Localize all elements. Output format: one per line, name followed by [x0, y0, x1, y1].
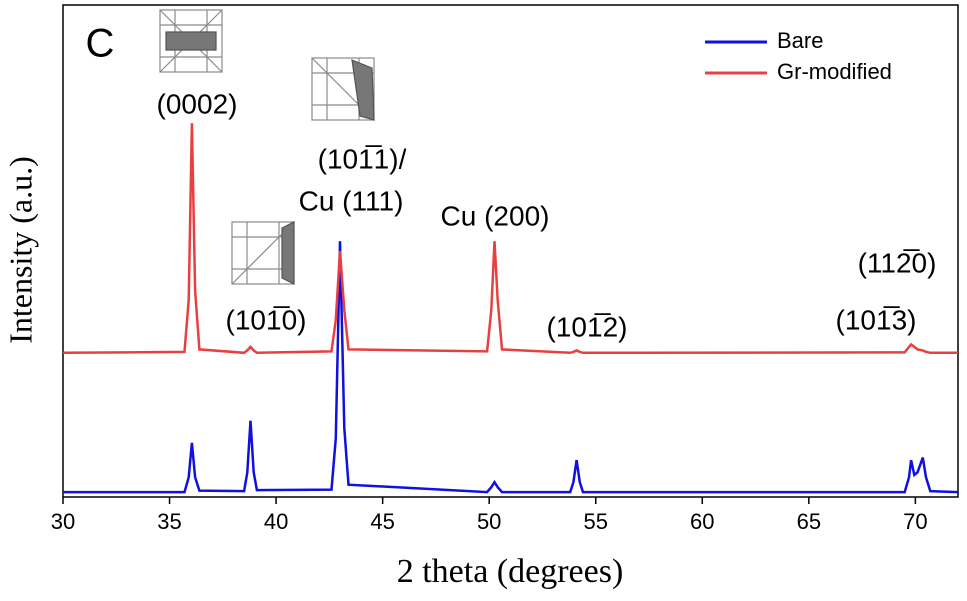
y-axis-title: Intensity (a.u.) — [2, 156, 38, 344]
crystal-icon — [311, 57, 375, 121]
peak-label: (101̅1)/ — [318, 143, 407, 174]
peak-label: (101̅3) — [836, 304, 917, 335]
x-tick-label: 30 — [51, 509, 75, 534]
legend-label: Bare — [777, 28, 823, 53]
crystal-icon — [159, 9, 223, 73]
peak-label: Cu (200) — [441, 200, 550, 231]
peak-label: (0002) — [157, 88, 238, 119]
x-axis-title: 2 theta (degrees) — [397, 553, 624, 590]
peak-label: (101̅0) — [226, 304, 307, 335]
x-tick-label: 70 — [903, 509, 927, 534]
x-tick-label: 35 — [157, 509, 181, 534]
crystal-icon — [231, 221, 295, 285]
x-tick-label: 50 — [477, 509, 501, 534]
peak-label: (112̅0) — [858, 247, 937, 278]
x-tick-label: 60 — [690, 509, 714, 534]
peak-label: Cu (111) — [299, 185, 404, 216]
data-line — [62, 123, 958, 355]
panel-label: C — [86, 22, 115, 66]
x-tick-label: 45 — [370, 509, 394, 534]
x-tick-label: 40 — [264, 509, 288, 534]
x-tick-label: 55 — [583, 509, 607, 534]
data-line — [63, 241, 959, 494]
x-tick-label: 65 — [797, 509, 821, 534]
plot-frame — [62, 4, 959, 498]
peak-label: (101̅2) — [547, 311, 628, 342]
legend-label: Gr-modified — [777, 59, 892, 84]
